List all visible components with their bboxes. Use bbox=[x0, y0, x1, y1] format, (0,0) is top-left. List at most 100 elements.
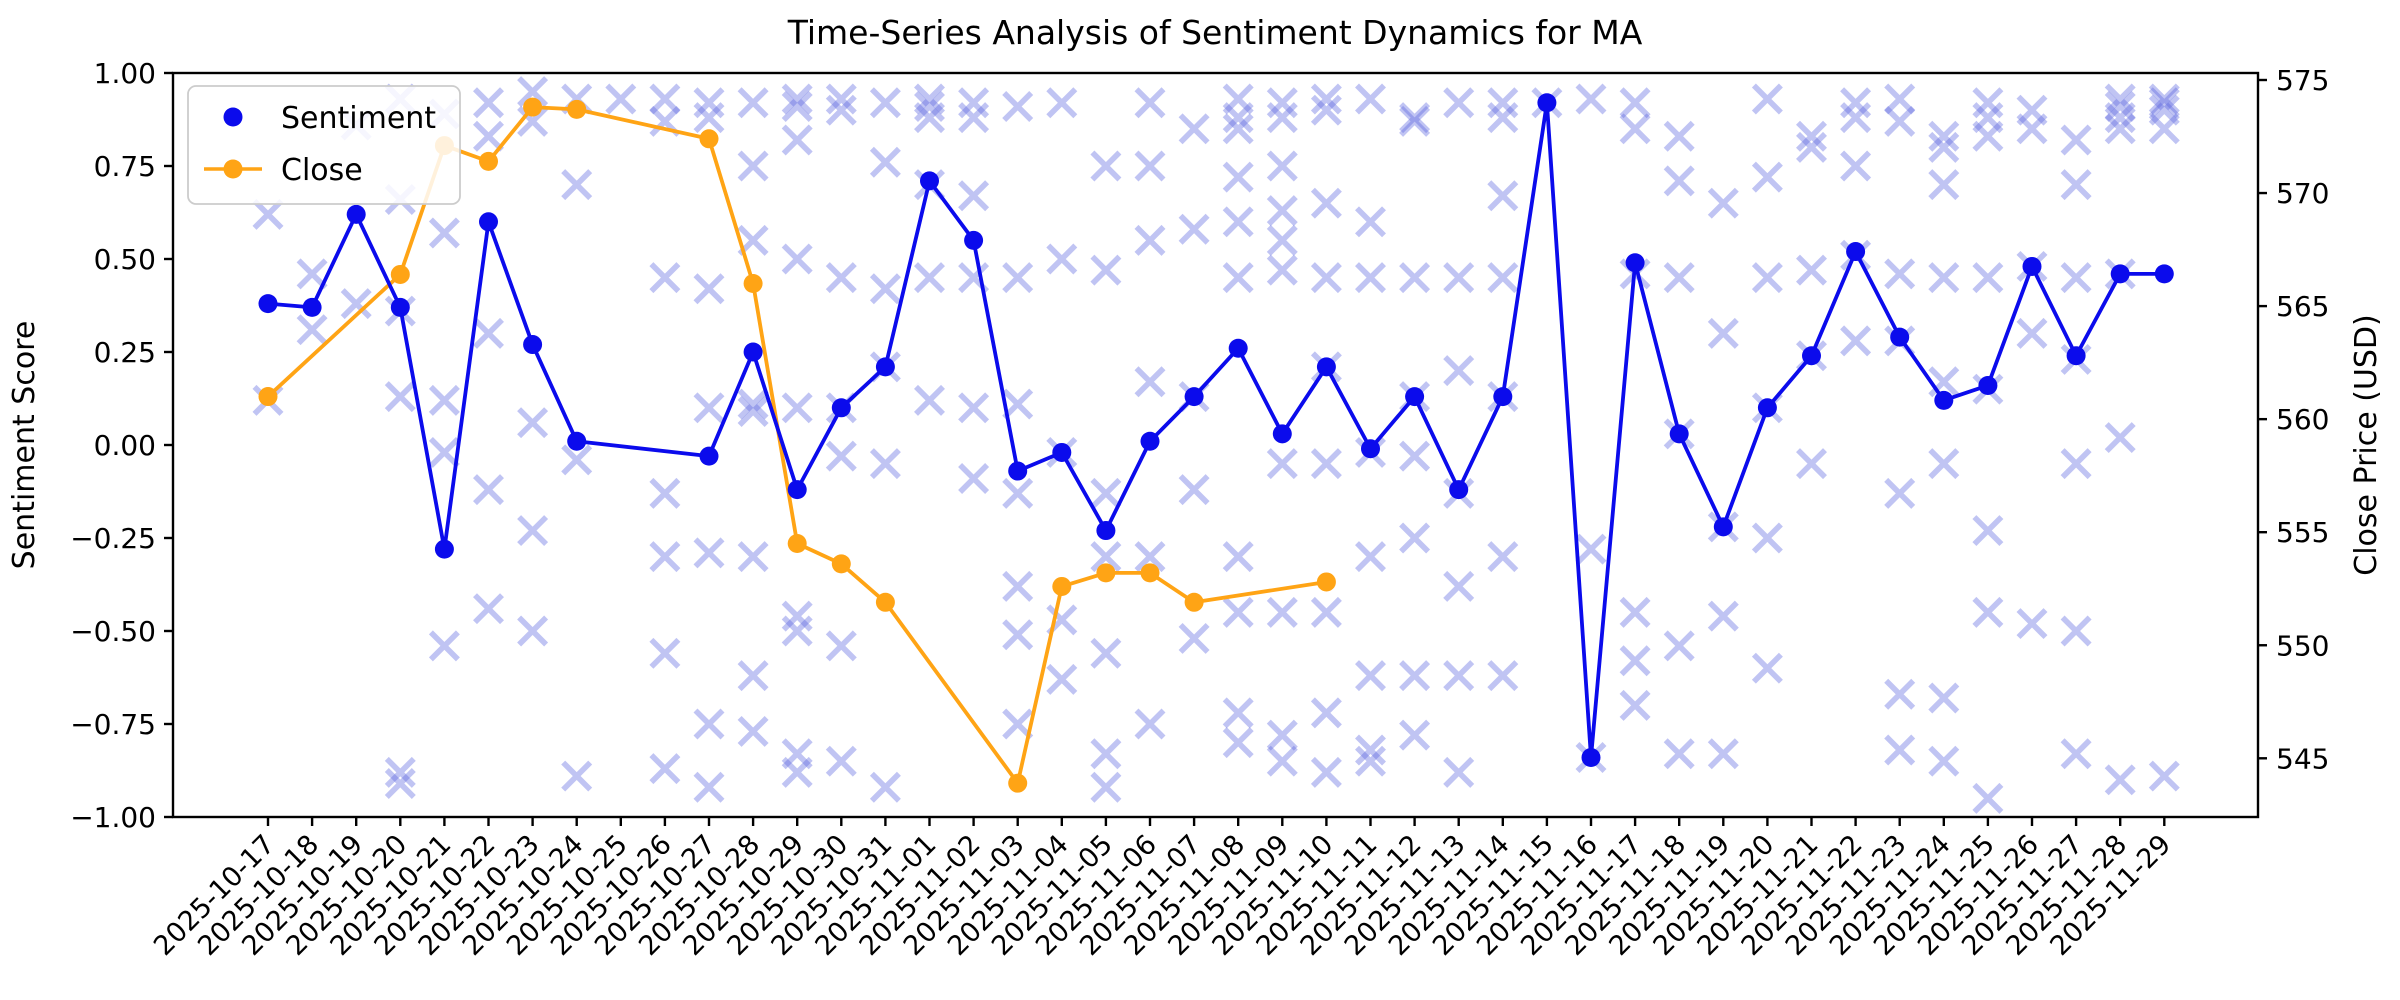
sentiment-scatter-x-icon bbox=[1002, 708, 1034, 740]
sentiment-scatter-x-icon bbox=[1884, 258, 1916, 290]
sentiment-scatter-x-icon bbox=[2060, 448, 2092, 480]
sentiment-scatter-x-icon bbox=[1355, 541, 1386, 573]
sentiment-scatter-x-icon bbox=[825, 745, 857, 777]
sentiment-scatter-x-icon bbox=[1046, 663, 1078, 695]
sentiment-scatter-x-icon bbox=[473, 120, 504, 152]
sentiment-point bbox=[1537, 93, 1557, 113]
sentiment-scatter-x-icon bbox=[340, 288, 372, 320]
sentiment-scatter-x-icon bbox=[1663, 738, 1695, 770]
sentiment-scatter-x-icon bbox=[1310, 596, 1342, 628]
sentiment-scatter-x-icon bbox=[914, 83, 945, 115]
sentiment-scatter-x-icon bbox=[958, 392, 990, 424]
sentiment-scatter-x-icon bbox=[1928, 745, 1960, 777]
sentiment-scatter-x-icon bbox=[1090, 254, 1122, 286]
left-axis-tick-label: 0.50 bbox=[94, 243, 156, 276]
sentiment-scatter-x-icon bbox=[649, 637, 681, 669]
sentiment-scatter-x-icon bbox=[2104, 83, 2136, 115]
sentiment-scatter-x-icon bbox=[737, 541, 769, 573]
sentiment-point bbox=[1890, 327, 1910, 347]
sentiment-scatter-x-icon bbox=[1266, 448, 1298, 480]
sentiment-scatter-x-icon bbox=[1399, 719, 1431, 751]
sentiment-point bbox=[1493, 387, 1513, 407]
right-axis-tick-label: 565 bbox=[2276, 290, 2329, 323]
sentiment-scatter-x-icon bbox=[2060, 738, 2092, 770]
sentiment-scatter-x-icon bbox=[1090, 541, 1122, 573]
left-axis-tick-label: −0.50 bbox=[70, 615, 156, 648]
sentiment-scatter-x-icon bbox=[1355, 206, 1386, 238]
sentiment-point bbox=[1449, 480, 1469, 500]
chart-title: Time-Series Analysis of Sentiment Dynami… bbox=[787, 13, 1643, 52]
sentiment-scatter-x-icon bbox=[1134, 87, 1166, 119]
sentiment-scatter-x-icon bbox=[1090, 771, 1122, 803]
sentiment-scatter-x-icon bbox=[1222, 541, 1254, 573]
sentiment-scatter-x-icon bbox=[1751, 652, 1783, 684]
sentiment-scatter-x-icon bbox=[649, 477, 681, 509]
sentiment-point bbox=[1361, 439, 1380, 459]
sentiment-scatter-x-icon bbox=[1619, 645, 1651, 677]
left-axis-tick-label: 0.00 bbox=[94, 429, 156, 462]
close-point bbox=[743, 273, 763, 293]
sentiment-point bbox=[1934, 390, 1954, 410]
sentiment-point bbox=[434, 539, 454, 559]
sentiment-scatter-x-icon bbox=[869, 273, 901, 305]
sentiment-scatter-x-icon bbox=[1266, 596, 1298, 628]
sentiment-scatter-x-icon bbox=[2060, 615, 2092, 647]
sentiment-point bbox=[1625, 253, 1645, 273]
sentiment-scatter-x-icon bbox=[1619, 596, 1651, 628]
sentiment-point bbox=[1978, 375, 1998, 395]
sentiment-scatter-x-icon bbox=[1884, 105, 1916, 137]
sentiment-scatter-x-icon bbox=[1619, 689, 1651, 721]
sentiment-scatter-x-icon bbox=[2104, 764, 2136, 796]
sentiment-scatter-x-icon bbox=[1046, 87, 1078, 119]
close-point bbox=[699, 129, 719, 149]
sentiment-scatter-x-icon bbox=[1884, 477, 1916, 509]
sentiment-scatter-x-icon bbox=[517, 105, 549, 137]
sentiment-scatter-x-icon bbox=[1134, 541, 1166, 573]
sentiment-scatter-x-icon bbox=[1751, 83, 1783, 115]
sentiment-scatter-x-icon bbox=[1222, 161, 1254, 193]
sentiment-scatter-x-icon bbox=[825, 262, 857, 294]
sentiment-scatter-x-icon bbox=[1663, 630, 1695, 662]
sentiment-scatter-x-icon bbox=[737, 150, 769, 182]
sentiment-scatter-x-icon bbox=[428, 436, 460, 468]
sentiment-scatter-x-icon bbox=[1796, 448, 1827, 480]
sentiment-scatter-x-icon bbox=[517, 76, 549, 108]
sentiment-scatter-x-icon bbox=[693, 273, 725, 305]
sentiment-point bbox=[1757, 398, 1777, 418]
sentiment-scatter-x-icon bbox=[605, 83, 637, 115]
sentiment-scatter-x-icon bbox=[1266, 719, 1298, 751]
sentiment-scatter-x-icon bbox=[1266, 745, 1298, 777]
sentiment-point bbox=[1581, 747, 1601, 767]
sentiment-scatter-x-icon bbox=[1928, 169, 1960, 201]
sentiment-scatter-x-icon bbox=[1928, 448, 1960, 480]
sentiment-scatter-x-icon bbox=[914, 102, 945, 134]
sentiment-scatter-x-icon bbox=[869, 146, 901, 178]
sentiment-scatter-x-icon bbox=[1266, 224, 1298, 256]
sentiment-scatter-x-icon bbox=[1796, 254, 1827, 286]
sentiment-scatter-x-icon bbox=[1751, 161, 1783, 193]
close-point bbox=[831, 554, 851, 574]
close-point bbox=[1140, 563, 1160, 583]
sentiment-scatter-x-icon bbox=[384, 381, 416, 413]
legend: Sentiment Close bbox=[187, 85, 461, 205]
close-point bbox=[1316, 572, 1336, 592]
sentiment-scatter-x-icon bbox=[1355, 262, 1386, 294]
sentiment-scatter-x-icon bbox=[1310, 94, 1342, 126]
sentiment-scatter-x-icon bbox=[473, 474, 504, 506]
sentiment-point bbox=[1846, 242, 1866, 262]
sentiment-scatter-x-icon bbox=[781, 124, 813, 156]
close-point bbox=[523, 97, 543, 117]
sentiment-scatter-x-icon bbox=[1310, 448, 1342, 480]
sentiment-scatter-x-icon bbox=[781, 756, 813, 788]
sentiment-scatter-x-icon bbox=[2148, 87, 2180, 119]
sentiment-scatter-x-icon bbox=[1002, 619, 1034, 651]
sentiment-scatter-x-icon bbox=[1399, 105, 1431, 137]
sentiment-scatter-x-icon bbox=[1928, 262, 1960, 294]
sentiment-scatter-x-icon bbox=[958, 87, 990, 119]
close-point bbox=[479, 151, 498, 171]
sentiment-scatter-x-icon bbox=[693, 102, 725, 134]
left-axis-tick-label: −0.75 bbox=[70, 708, 156, 741]
sentiment-scatter-x-icon bbox=[2016, 94, 2048, 126]
sentiment-scatter-x-icon bbox=[1090, 637, 1122, 669]
